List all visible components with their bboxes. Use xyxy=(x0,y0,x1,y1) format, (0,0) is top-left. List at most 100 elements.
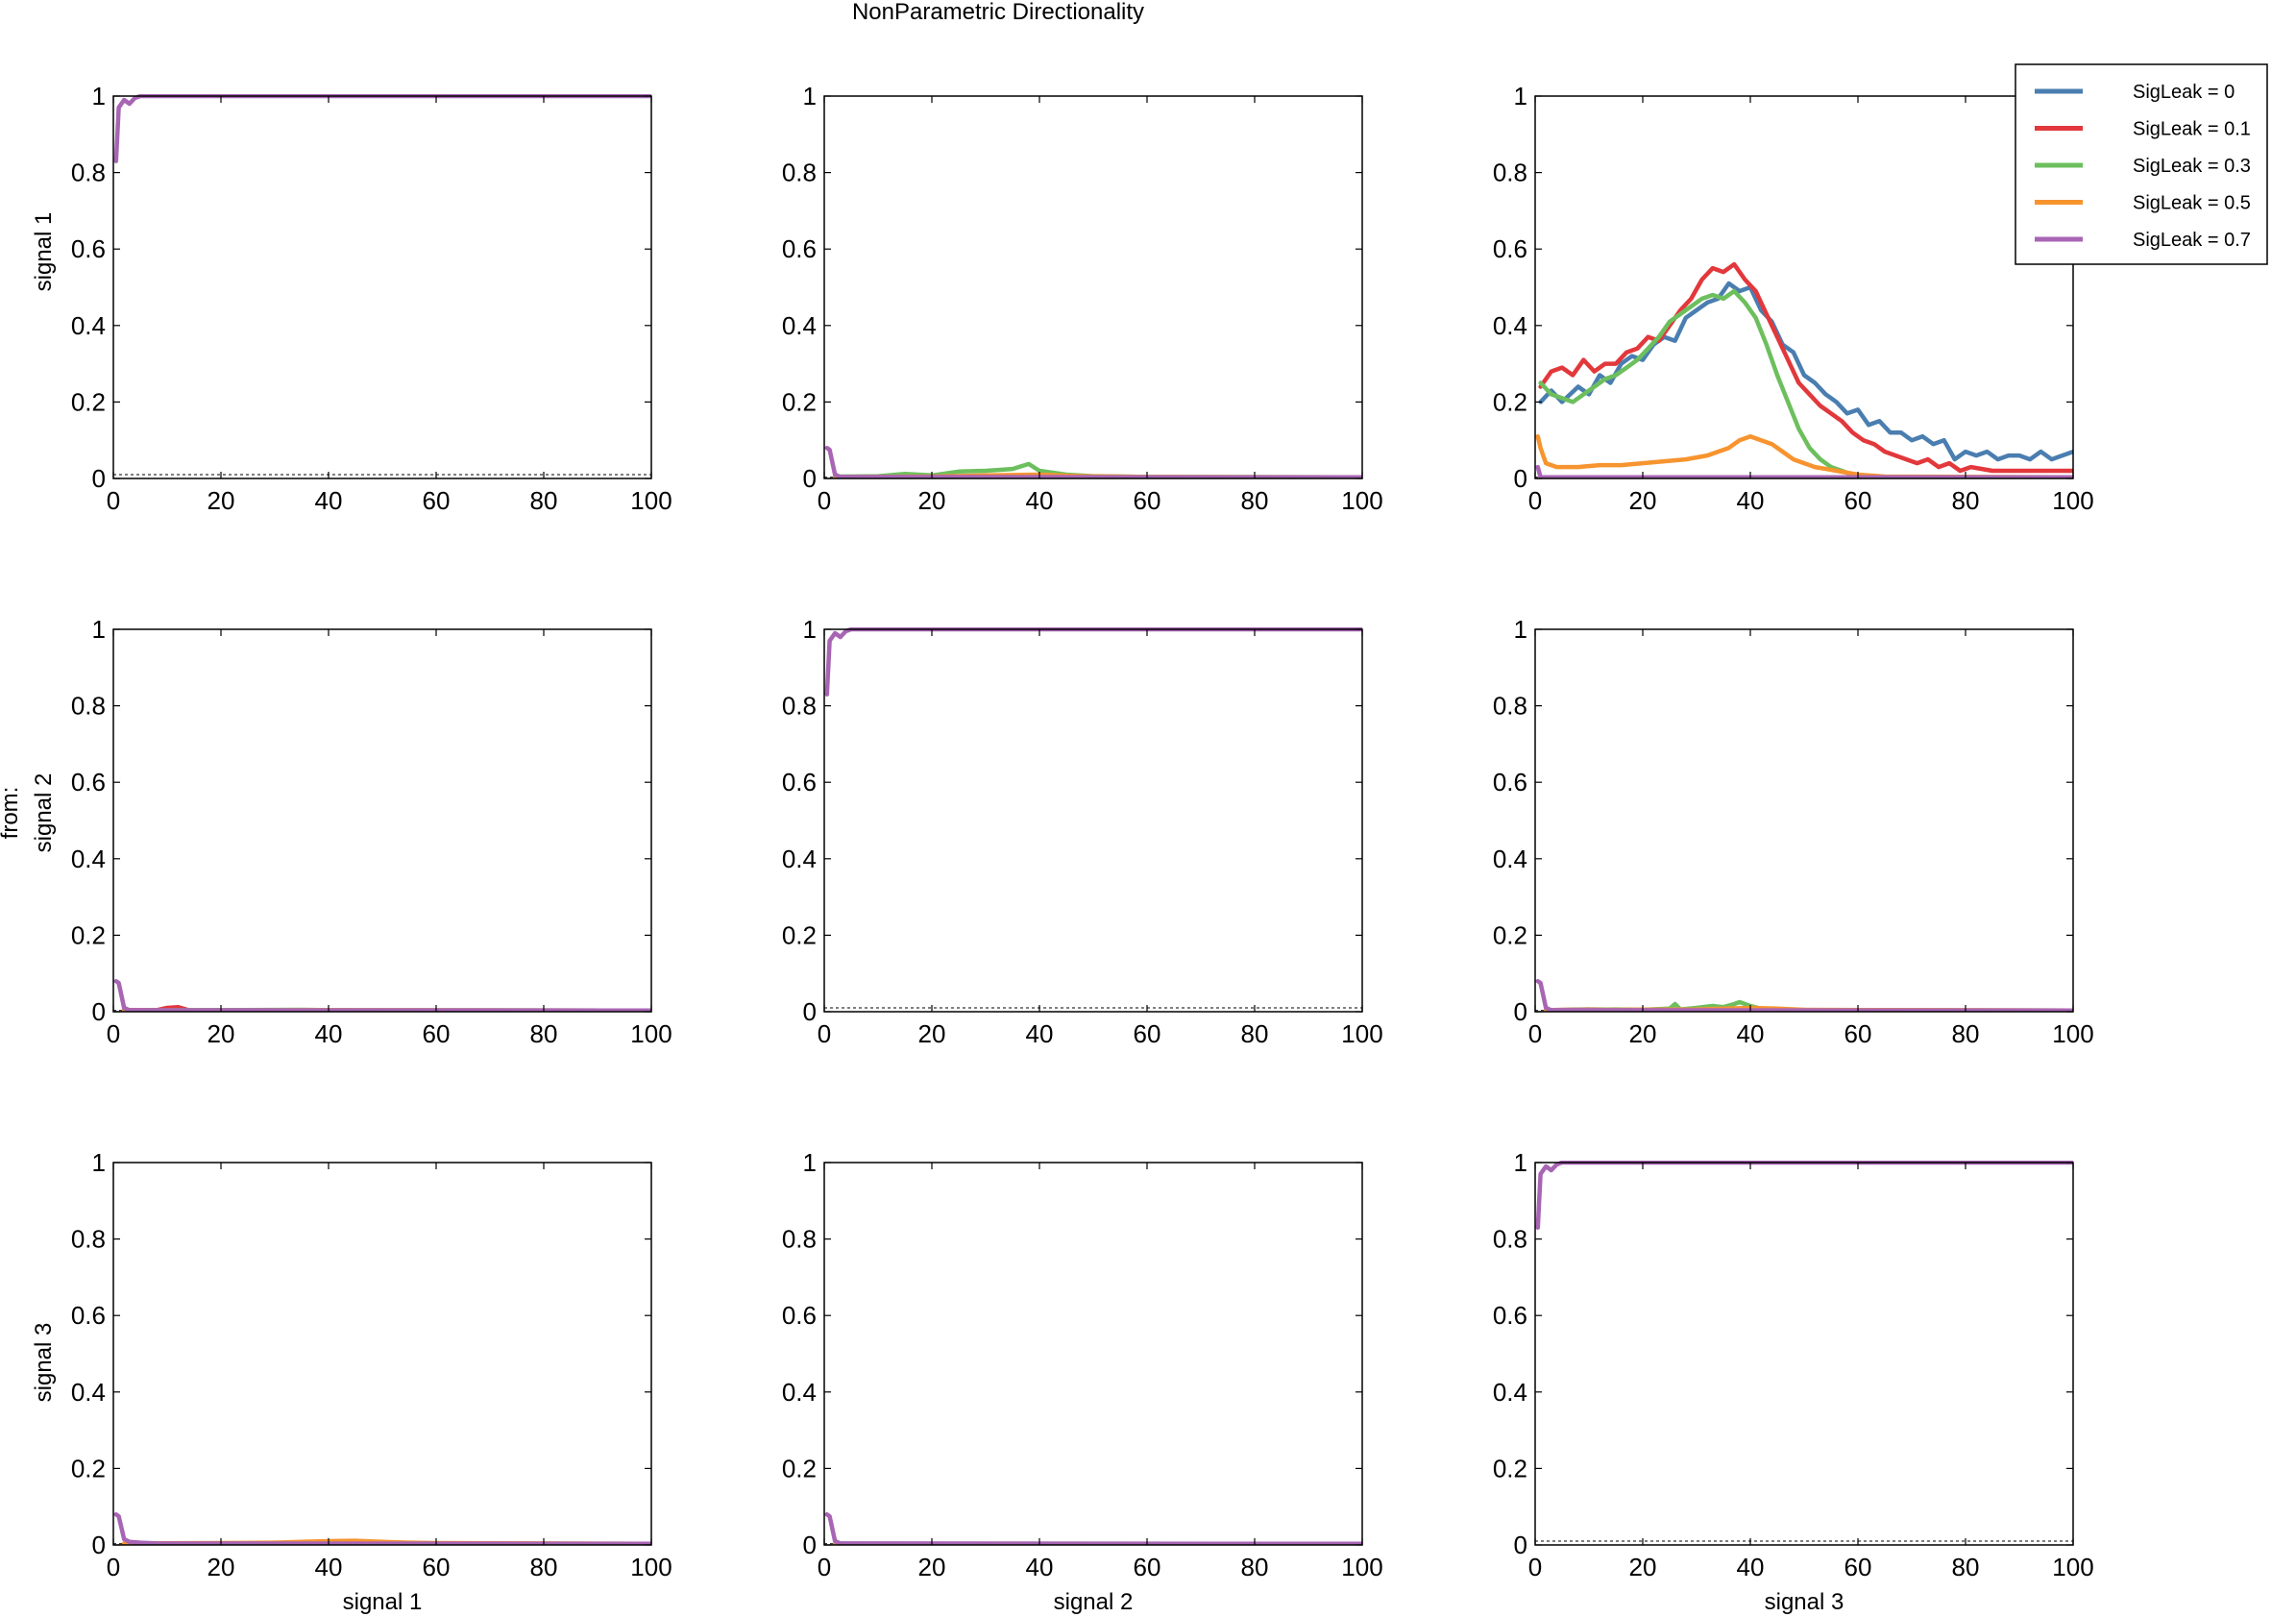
x-tick-label: 20 xyxy=(918,1019,946,1048)
plot-area xyxy=(113,1163,651,1545)
legend-label: SigLeak = 0.5 xyxy=(2133,193,2251,214)
series-line-sigleak-0-7 xyxy=(113,1511,651,1545)
y-tick-label: 0.2 xyxy=(71,920,106,949)
y-tick-label: 1 xyxy=(803,1148,817,1177)
y-tick-label: 1 xyxy=(1514,82,1527,110)
x-tick-label: 100 xyxy=(1341,1019,1382,1048)
x-tick-label: 100 xyxy=(2052,1019,2093,1048)
y-tick-label: 1 xyxy=(1514,615,1527,644)
y-tick-label: 0.8 xyxy=(71,692,106,721)
axes-frame xyxy=(112,1162,652,1546)
x-tick-label: 60 xyxy=(1844,1553,1872,1581)
subplot-r3-c1: 0 20 40 60 80 100 0 0.2 0.4 0.6 0.8 1 xyxy=(71,1148,672,1581)
svg-text:signal 3: signal 3 xyxy=(31,1323,57,1403)
x-tick-label: 100 xyxy=(2052,1553,2093,1581)
x-tick-label: 40 xyxy=(1026,486,1054,515)
x-tick-label: 100 xyxy=(1341,486,1382,515)
x-tick-label: 0 xyxy=(818,1019,831,1048)
series-line-sigleak-0-7 xyxy=(1535,978,2073,1012)
x-tick-label: 60 xyxy=(1134,1019,1161,1048)
axes-frame xyxy=(823,95,1363,479)
y-tick-label: 0.2 xyxy=(71,1454,106,1482)
y-tick-label: 0.6 xyxy=(71,768,106,796)
legend: SigLeak = 0 SigLeak = 0.1 SigLeak = 0.3 Sig… xyxy=(2015,63,2268,265)
series-line-sigleak-0-7 xyxy=(824,445,1362,478)
y-tick-label: 0 xyxy=(92,1531,106,1559)
subplot-r3-c2: 0 20 40 60 80 100 0 0.2 0.4 0.6 0.8 1 xyxy=(782,1148,1383,1581)
plot-area xyxy=(1535,96,2073,478)
x-tick-label: 20 xyxy=(208,1019,235,1048)
x-tick-label: 20 xyxy=(918,486,946,515)
series-line-sigleak-0-7 xyxy=(113,978,651,1012)
x-tick-label: 60 xyxy=(1134,1553,1161,1581)
y-tick-label: 0.8 xyxy=(71,1225,106,1254)
x-tick-label: 40 xyxy=(1026,1553,1054,1581)
y-tick-label: 0.4 xyxy=(1493,1378,1527,1407)
plot-area xyxy=(824,629,1362,1012)
x-tick-label: 20 xyxy=(918,1553,946,1581)
x-tick-label: 40 xyxy=(315,486,343,515)
y-tick-label: 0 xyxy=(1514,997,1527,1026)
y-tick-label: 0 xyxy=(92,997,106,1026)
x-tick-label: 20 xyxy=(1629,486,1657,515)
y-tick-label: 0 xyxy=(803,997,817,1026)
x-tick-label: 100 xyxy=(630,1553,672,1581)
x-tick-label: 60 xyxy=(423,486,451,515)
plot-area xyxy=(1535,629,2073,1012)
axes-frame xyxy=(1534,628,2074,1013)
y-tick-label: 0.6 xyxy=(71,1301,106,1330)
x-tick-label: 40 xyxy=(315,1019,343,1048)
x-tick-label: 80 xyxy=(1952,1553,1980,1581)
subplot-r2-c3: 0 20 40 60 80 100 0 0.2 0.4 0.6 0.8 1 xyxy=(1493,615,2094,1048)
y-tick-label: 0.4 xyxy=(782,311,817,340)
x-tick-label: 20 xyxy=(208,1553,235,1581)
axes-frame xyxy=(1534,95,2074,479)
x-tick-label: 100 xyxy=(630,486,672,515)
row-group-label: from: xyxy=(0,787,23,840)
x-tick-label: 80 xyxy=(1241,1019,1269,1048)
axes-frame xyxy=(1534,1162,2074,1546)
row-label-3: signal 3 xyxy=(31,1323,57,1403)
x-tick-label: 0 xyxy=(818,1553,831,1581)
x-tick-label: 100 xyxy=(2052,486,2093,515)
subplot-r3-c3: 0 20 40 60 80 100 0 0.2 0.4 0.6 0.8 1 xyxy=(1493,1148,2094,1581)
y-tick-label: 1 xyxy=(803,615,817,644)
x-tick-label: 60 xyxy=(1844,1019,1872,1048)
y-tick-label: 0.8 xyxy=(71,159,106,187)
y-tick-label: 0.4 xyxy=(71,845,106,873)
y-tick-label: 1 xyxy=(92,82,106,110)
legend-label: SigLeak = 0.3 xyxy=(2133,156,2251,177)
y-tick-label: 0.2 xyxy=(782,920,817,949)
x-tick-label: 0 xyxy=(818,486,831,515)
series-line-sigleak-0-7 xyxy=(1535,464,2073,478)
y-tick-label: 1 xyxy=(92,615,106,644)
x-tick-label: 0 xyxy=(107,486,120,515)
x-tick-label: 80 xyxy=(1952,1019,1980,1048)
x-tick-label: 60 xyxy=(423,1019,451,1048)
row-label-1: signal 1 xyxy=(31,212,57,292)
x-tick-label: 20 xyxy=(1629,1019,1657,1048)
x-tick-label: 80 xyxy=(1952,486,1980,515)
x-tick-label: 80 xyxy=(530,1019,558,1048)
subplot-r1-c2: 0 20 40 60 80 100 0 0.2 0.4 0.6 0.8 1 xyxy=(782,82,1383,515)
y-tick-label: 0.8 xyxy=(1493,1225,1527,1254)
x-tick-label: 40 xyxy=(315,1553,343,1581)
series-group xyxy=(1535,261,2073,478)
y-tick-label: 0.4 xyxy=(71,1378,106,1407)
axes-frame xyxy=(823,628,1363,1013)
row-label-2: signal 2 xyxy=(31,773,57,853)
y-tick-label: 0 xyxy=(803,1531,817,1559)
y-tick-label: 0.8 xyxy=(1493,692,1527,721)
series-group xyxy=(824,1511,1362,1545)
y-tick-label: 0.6 xyxy=(782,768,817,796)
col-label-1: signal 1 xyxy=(343,1589,423,1615)
plot-area xyxy=(113,96,651,478)
y-tick-label: 0.4 xyxy=(1493,845,1527,873)
x-tick-label: 60 xyxy=(1134,486,1161,515)
y-tick-label: 0.6 xyxy=(1493,1301,1527,1330)
x-tick-label: 20 xyxy=(208,486,235,515)
y-tick-label: 0.8 xyxy=(1493,159,1527,187)
svg-text:signal 1: signal 1 xyxy=(31,212,57,292)
